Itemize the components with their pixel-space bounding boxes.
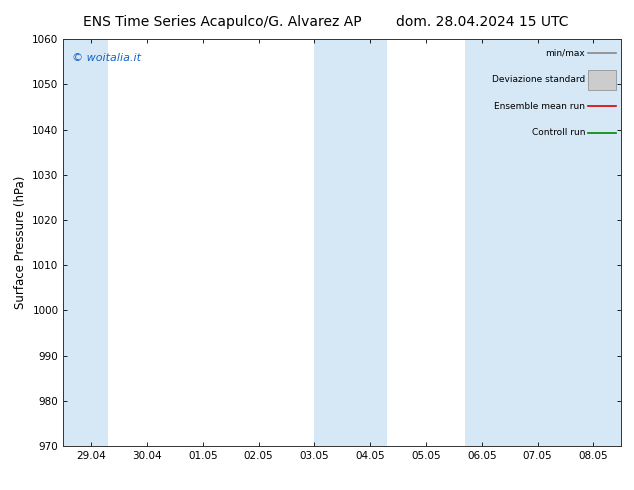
Bar — [465, 39, 621, 446]
Text: Deviazione standard: Deviazione standard — [492, 75, 585, 84]
FancyBboxPatch shape — [588, 70, 616, 90]
Text: ENS Time Series Acapulco/G. Alvarez AP: ENS Time Series Acapulco/G. Alvarez AP — [82, 15, 361, 29]
Text: dom. 28.04.2024 15 UTC: dom. 28.04.2024 15 UTC — [396, 15, 568, 29]
Text: Controll run: Controll run — [531, 128, 585, 137]
Text: min/max: min/max — [545, 49, 585, 58]
Text: Ensemble mean run: Ensemble mean run — [494, 102, 585, 111]
Text: © woitalia.it: © woitalia.it — [72, 53, 141, 63]
Bar — [314, 39, 387, 446]
Y-axis label: Surface Pressure (hPa): Surface Pressure (hPa) — [14, 176, 27, 309]
Bar — [63, 39, 108, 446]
